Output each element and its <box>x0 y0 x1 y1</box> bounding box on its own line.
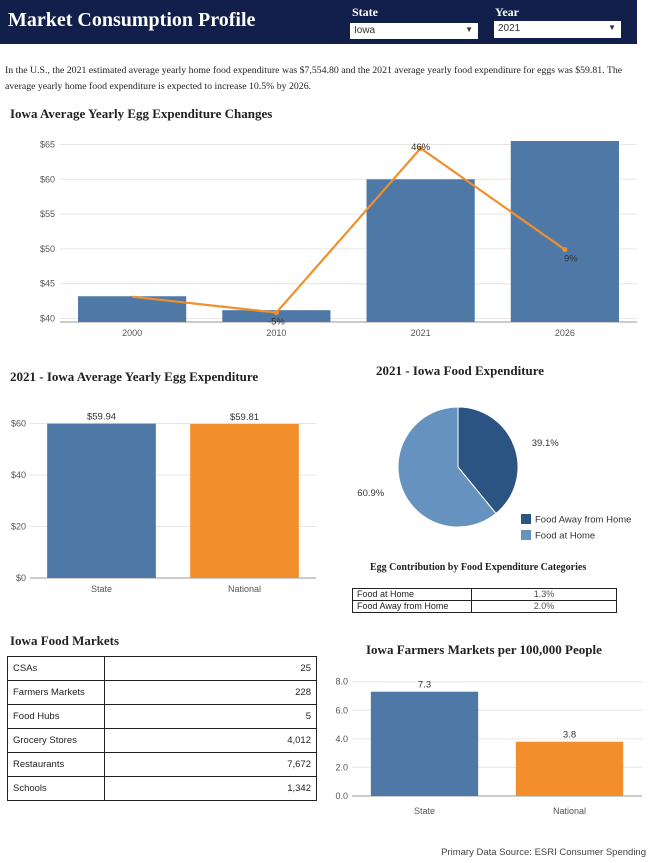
percent-change-line <box>132 146 566 314</box>
y-tick-label: 4.0 <box>335 734 348 744</box>
food-pie-chart: 39.1% 60.9% Food Away from Home Food at Hom… <box>357 406 631 542</box>
state-vs-national-title: 2021 - Iowa Average Yearly Egg Expenditu… <box>10 369 259 384</box>
y-tick-label: 2.0 <box>335 762 348 772</box>
bar-state <box>370 691 479 796</box>
food-markets-table: CSAs 25 Farmers Markets 228 Food Hubs 5 Gro… <box>7 656 317 801</box>
contribution-label: Food Away from Home <box>352 600 472 613</box>
market-label: Farmers Markets <box>7 680 105 705</box>
table-row: Farmers Markets 228 <box>7 680 317 705</box>
bar-state <box>47 423 156 578</box>
percent-label: 9% <box>564 254 578 265</box>
year-select[interactable]: 2021 ▼ <box>494 21 621 38</box>
x-tick-label: 2021 <box>411 328 431 338</box>
table-row: Restaurants 7,672 <box>7 752 317 777</box>
y-tick-label: $60 <box>11 418 26 428</box>
bar-2010 <box>222 310 331 322</box>
y-tick-label: 6.0 <box>335 705 348 715</box>
legend-swatch <box>521 530 531 540</box>
x-tick-label: 2000 <box>122 328 142 338</box>
y-tick-label: $20 <box>11 521 26 531</box>
bar-2026 <box>510 141 619 322</box>
pie-label: 39.1% <box>532 438 559 449</box>
market-label: CSAs <box>7 656 105 681</box>
bar-2021 <box>366 179 475 322</box>
year-select-value: 2021 <box>498 23 521 34</box>
y-tick-label: 8.0 <box>335 677 348 687</box>
table-row: Food Hubs 5 <box>7 704 317 729</box>
y-tick-label: $45 <box>40 279 55 289</box>
farmers-markets-title: Iowa Farmers Markets per 100,000 People <box>366 642 602 657</box>
data-label: $59.81 <box>230 412 259 423</box>
table-row: Food at Home 1.3% <box>352 588 617 601</box>
egg-changes-chart: $40 $45 $50 $55 $60 $65 2000 2010 2021 2026 -5% 46%… <box>40 139 637 338</box>
state-vs-national-chart: $0 $20 $40 $60 $59.94 $59.81 State National <box>11 412 316 594</box>
y-tick-label: $40 <box>40 314 55 324</box>
market-label: Schools <box>7 776 105 801</box>
market-value: 25 <box>104 656 317 681</box>
table-row: Schools 1,342 <box>7 776 317 801</box>
y-tick-label: $65 <box>40 139 55 149</box>
contribution-value: 2.0% <box>471 600 617 613</box>
state-filter-label: State <box>352 5 378 19</box>
table-row: Food Away from Home 2.0% <box>352 600 617 613</box>
x-tick-label: National <box>228 584 261 594</box>
data-label: $59.94 <box>87 412 116 423</box>
state-select-value: Iowa <box>354 25 376 36</box>
bar-national <box>190 423 299 578</box>
table-row: Grocery Stores 4,012 <box>7 728 317 753</box>
source-note: Primary Data Source: ESRI Consumer Spend… <box>441 847 646 858</box>
pie-slice-home <box>397 406 497 528</box>
food-pie-title: 2021 - Iowa Food Expenditure <box>376 363 545 378</box>
contribution-title: Egg Contribution by Food Expenditure Cat… <box>370 562 587 573</box>
state-select[interactable]: Iowa ▼ <box>350 23 478 39</box>
x-tick-label: 2026 <box>555 328 575 338</box>
data-label: 7.3 <box>418 680 431 691</box>
line-point <box>562 247 568 253</box>
x-tick-label: State <box>91 584 112 594</box>
y-tick-label: $0 <box>16 573 26 583</box>
year-filter-label: Year <box>495 5 519 19</box>
page-title: Market Consumption Profile <box>8 9 256 31</box>
contribution-value: 1.3% <box>471 588 617 601</box>
market-label: Food Hubs <box>7 704 105 729</box>
bar-national <box>515 741 624 796</box>
chevron-down-icon: ▼ <box>465 25 473 34</box>
legend-label: Food at Home <box>535 531 595 542</box>
market-value: 4,012 <box>104 728 317 753</box>
farmers-markets-chart: 0.0 2.0 4.0 6.0 8.0 7.3 3.8 State National <box>335 677 642 816</box>
food-markets-title: Iowa Food Markets <box>10 633 120 648</box>
legend-swatch <box>521 514 531 524</box>
data-label: 3.8 <box>563 730 576 741</box>
y-tick-label: $55 <box>40 209 55 219</box>
market-value: 7,672 <box>104 752 317 777</box>
market-value: 5 <box>104 704 317 729</box>
intro-text: In the U.S., the 2021 estimated average … <box>5 65 623 92</box>
contribution-label: Food at Home <box>352 588 472 601</box>
chevron-down-icon: ▼ <box>608 23 616 32</box>
pie-slice-away <box>457 406 519 515</box>
y-tick-label: 0.0 <box>335 791 348 801</box>
y-tick-label: $50 <box>40 244 55 254</box>
percent-label: 46% <box>411 142 431 153</box>
egg-changes-title: Iowa Average Yearly Egg Expenditure Chan… <box>10 106 273 121</box>
x-tick-label: State <box>414 806 435 816</box>
x-tick-label: 2010 <box>266 328 286 338</box>
percent-label: -5% <box>268 317 285 328</box>
market-label: Grocery Stores <box>7 728 105 753</box>
market-label: Restaurants <box>7 752 105 777</box>
market-value: 1,342 <box>104 776 317 801</box>
y-tick-label: $40 <box>11 470 26 480</box>
table-row: CSAs 25 <box>7 656 317 681</box>
line-point <box>273 310 279 316</box>
contribution-table: Food at Home 1.3% Food Away from Home 2.… <box>352 588 617 613</box>
y-tick-label: $60 <box>40 174 55 184</box>
market-value: 228 <box>104 680 317 705</box>
legend-label: Food Away from Home <box>535 515 631 526</box>
pie-label: 60.9% <box>357 488 384 499</box>
x-tick-label: National <box>553 806 586 816</box>
line-point <box>418 145 424 151</box>
